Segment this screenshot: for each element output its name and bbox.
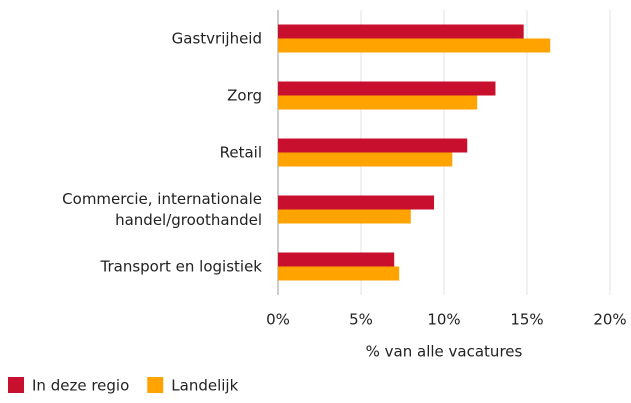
y-tick-label: Gastvrijheid [171, 29, 262, 47]
bar [278, 152, 453, 167]
bar [278, 38, 551, 53]
x-tick-label: 20% [593, 311, 626, 329]
bar [278, 24, 524, 39]
y-tick-label: Commercie, internationale handel/grootha… [62, 189, 262, 229]
legend-swatch [147, 377, 164, 393]
legend-label: In deze regio [32, 377, 129, 395]
bar [278, 95, 478, 110]
x-tick-label: 10% [427, 311, 460, 329]
x-tick-label: 15% [510, 311, 543, 329]
bar [278, 252, 395, 267]
y-tick-label: Retail [219, 143, 262, 161]
x-tick-label: 0% [266, 311, 290, 329]
bar [278, 209, 411, 224]
bar [278, 195, 435, 210]
legend-label: Landelijk [171, 377, 238, 395]
y-tick-label: Zorg [227, 86, 262, 104]
bar [278, 266, 400, 281]
bar [278, 138, 468, 153]
x-tick-label: 5% [349, 311, 373, 329]
bar [278, 81, 496, 96]
x-axis-title: % van alle vacatures [366, 343, 523, 361]
legend-swatch [8, 377, 24, 393]
y-tick-label: Transport en logistiek [100, 257, 262, 275]
